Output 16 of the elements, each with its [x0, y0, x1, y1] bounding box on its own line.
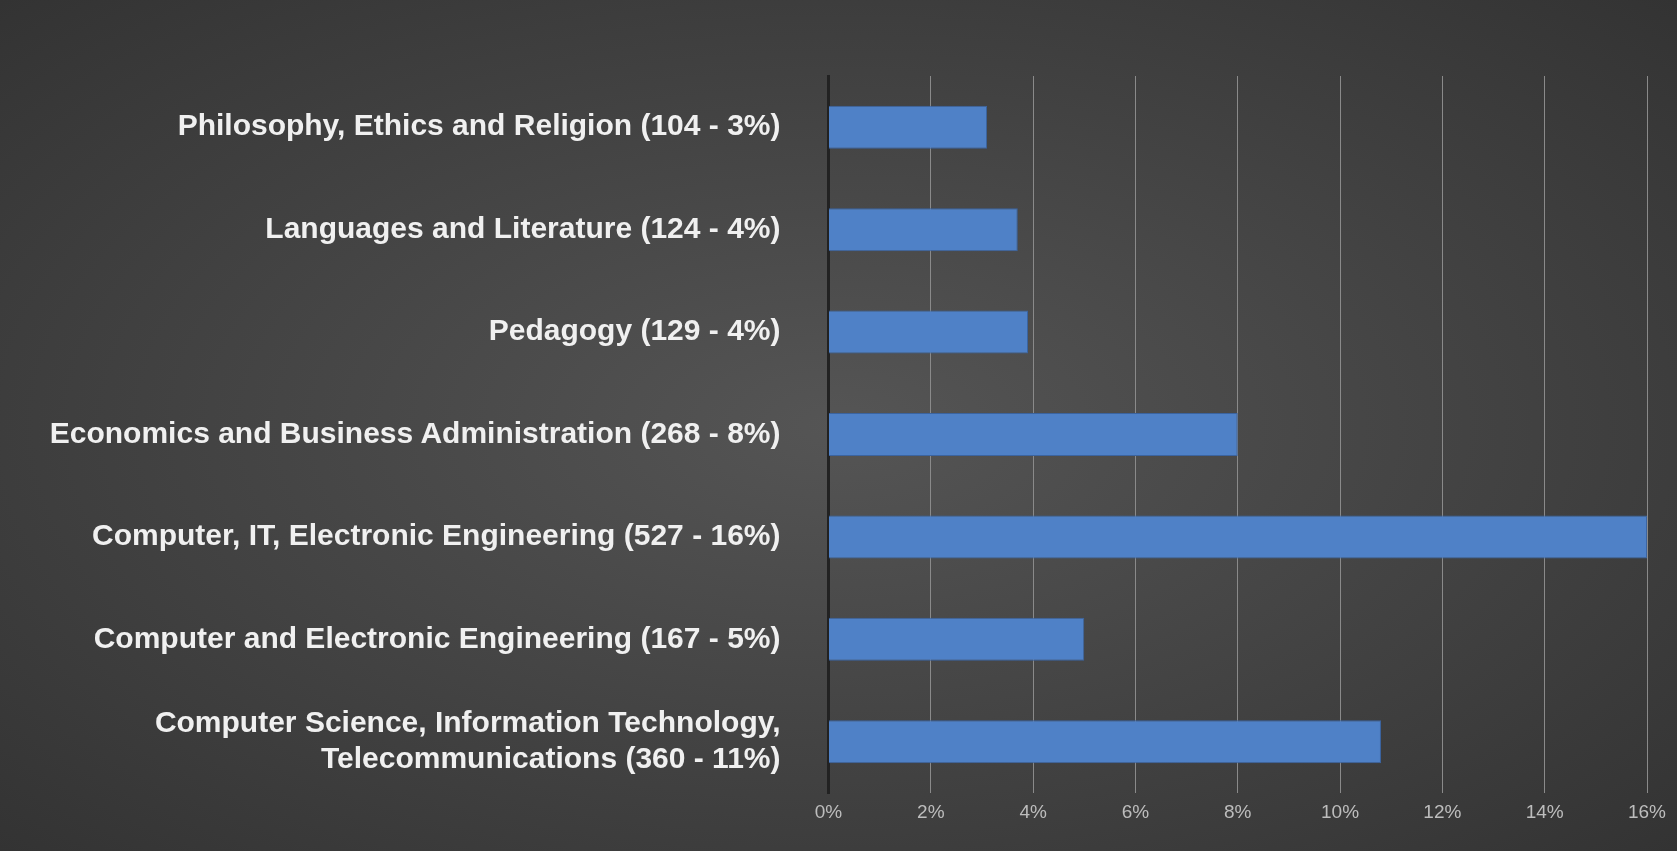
y-tick-label: Pedagogy (129 - 4%) [488, 313, 781, 347]
x-tick-label: 6% [1121, 800, 1150, 822]
x-tick-label: 14% [1525, 800, 1564, 822]
x-tick-label: 8% [1224, 800, 1252, 822]
x-tick-label: 0% [814, 800, 843, 822]
y-tick-label: Computer, IT, Electronic Engineering (527 - 16%) [92, 518, 781, 552]
y-tick-label: Computer and Electronic Engineering (167 - 5%) [93, 620, 781, 654]
x-tick-label: 4% [1019, 800, 1047, 822]
y-tick-label: Languages and Literature (124 - 4%) [265, 210, 781, 244]
x-tick-label: 10% [1321, 800, 1360, 822]
x-tick-label: 2% [917, 800, 945, 822]
y-tick-label: Computer Science, Information Technology, Telecommunications (360 - 11%) [154, 705, 781, 775]
y-tick-label: Philosophy, Ethics and Religion (104 - 3%) [177, 108, 781, 142]
x-tick-label: 16% [1627, 800, 1667, 822]
x-tick-label: 12% [1423, 800, 1462, 822]
y-tick-label: Economics and Business Administration (268 - 8%) [49, 415, 781, 449]
